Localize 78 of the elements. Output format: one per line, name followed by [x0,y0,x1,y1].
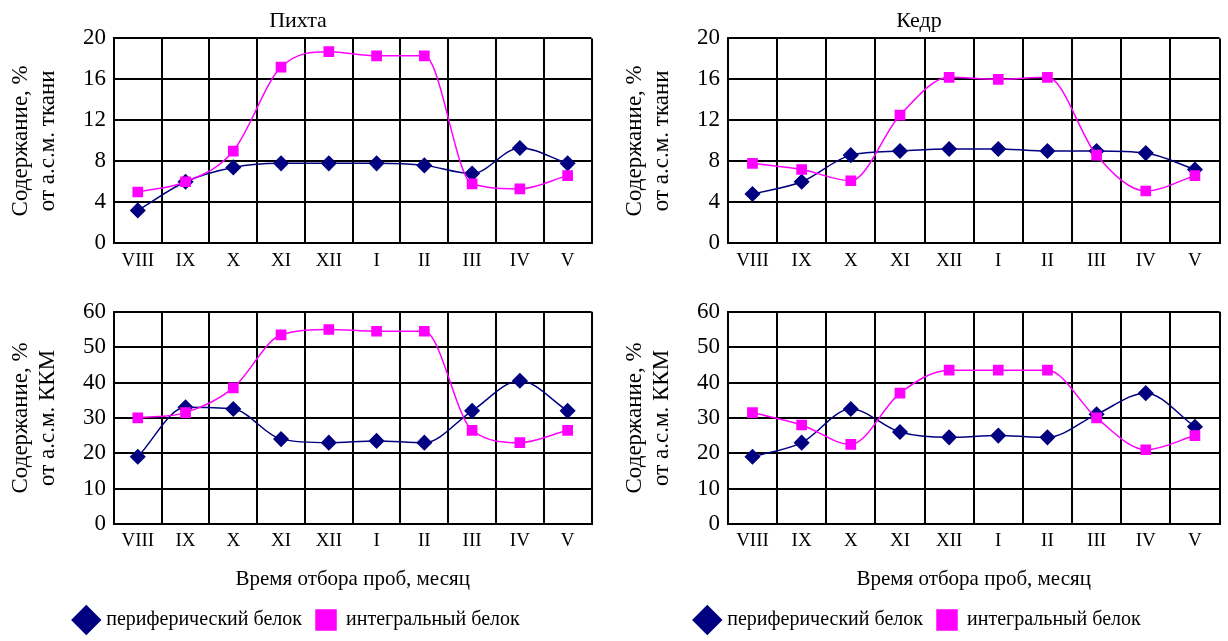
y-tick-label: 30 [82,403,106,429]
x-tick-label: VIII [736,248,769,270]
x-tick-label: IX [175,248,196,270]
y-tick-label: 4 [94,188,107,214]
x-tick-label: IV [1135,248,1157,270]
y-tick-label: 20 [696,24,720,50]
y-tick-label: 12 [82,106,106,132]
legend-label: периферический белок [727,607,924,631]
legend-label: периферический белок [106,607,303,631]
y-tick-label: 10 [696,474,720,500]
x-tick-label: I [373,248,380,270]
x-tick-label: XII [935,248,963,270]
y-tick-label: 0 [94,229,106,255]
x-tick-label: X [226,248,241,270]
x-tick-label: I [995,248,1002,270]
y-axis-title: Содержание, % от а.с.м. ККМ [7,342,59,494]
y-tick-label: 60 [82,297,106,323]
y-tick-label: 10 [82,474,106,500]
y-tick-label: 50 [82,333,106,359]
x-tick-label: IX [175,529,196,551]
x-tick-label: V [1188,529,1203,551]
y-tick-label: 8 [708,147,720,173]
x-tick-label: X [843,529,858,551]
x-tick-label: X [226,529,241,551]
x-tick-label: III [1087,248,1107,270]
x-tick-label: III [462,248,482,270]
x-tick-label: V [1188,248,1203,270]
y-tick-label: 8 [94,147,106,173]
x-tick-label: II [418,529,431,551]
x-tick-label: II [1041,529,1054,551]
x-axis-title: Время отбора проб, месяц [235,565,470,590]
x-tick-label: IV [509,248,531,270]
x-axis-title: Время отбора проб, месяц [856,565,1091,590]
y-tick-label: 0 [708,510,720,536]
x-tick-label: III [1087,529,1107,551]
chart-title: Пихта [269,6,328,32]
x-tick-label: IV [1135,529,1157,551]
x-tick-label: XII [315,529,343,551]
legend-label: интегральный белок [346,607,521,631]
y-tick-label: 40 [82,368,106,394]
y-tick-label: 20 [82,439,106,465]
y-tick-label: 0 [708,229,720,255]
x-tick-label: III [462,529,482,551]
y-tick-label: 12 [696,106,720,132]
x-tick-label: I [373,529,380,551]
y-tick-label: 30 [696,403,720,429]
y-axis-title: Содержание, % от а.с.м. ККМ [621,342,673,494]
x-tick-label: XI [889,529,910,551]
x-tick-label: XI [889,248,910,270]
x-tick-label: I [995,529,1002,551]
y-tick-label: 0 [94,510,106,536]
x-tick-label: V [560,529,575,551]
y-tick-label: 20 [696,439,720,465]
chart-title: Кедр [896,6,942,32]
x-tick-label: II [1041,248,1054,270]
y-tick-label: 16 [696,65,720,91]
x-tick-label: VIII [121,529,155,551]
legend-label: интегральный белок [967,607,1142,631]
x-tick-label: IX [791,529,812,551]
x-tick-label: V [560,248,575,270]
x-tick-label: VIII [736,529,769,551]
y-tick-label: 16 [82,65,106,91]
x-tick-label: XI [271,248,292,270]
x-tick-label: X [843,248,858,270]
x-tick-label: XI [271,529,292,551]
x-tick-label: II [418,248,431,270]
x-tick-label: VIII [121,248,155,270]
y-tick-label: 60 [696,297,720,323]
x-tick-label: IV [509,529,531,551]
y-axis-title: Содержание, % от а.с.м. ткани [7,65,59,217]
y-tick-label: 4 [708,188,721,214]
x-tick-label: XII [315,248,343,270]
y-tick-label: 20 [82,24,106,50]
x-tick-label: XII [935,529,963,551]
y-axis-title: Содержание, % от а.с.м. ткани [621,65,673,217]
x-tick-label: IX [791,248,812,270]
y-tick-label: 40 [696,368,720,394]
y-tick-label: 50 [696,333,720,359]
